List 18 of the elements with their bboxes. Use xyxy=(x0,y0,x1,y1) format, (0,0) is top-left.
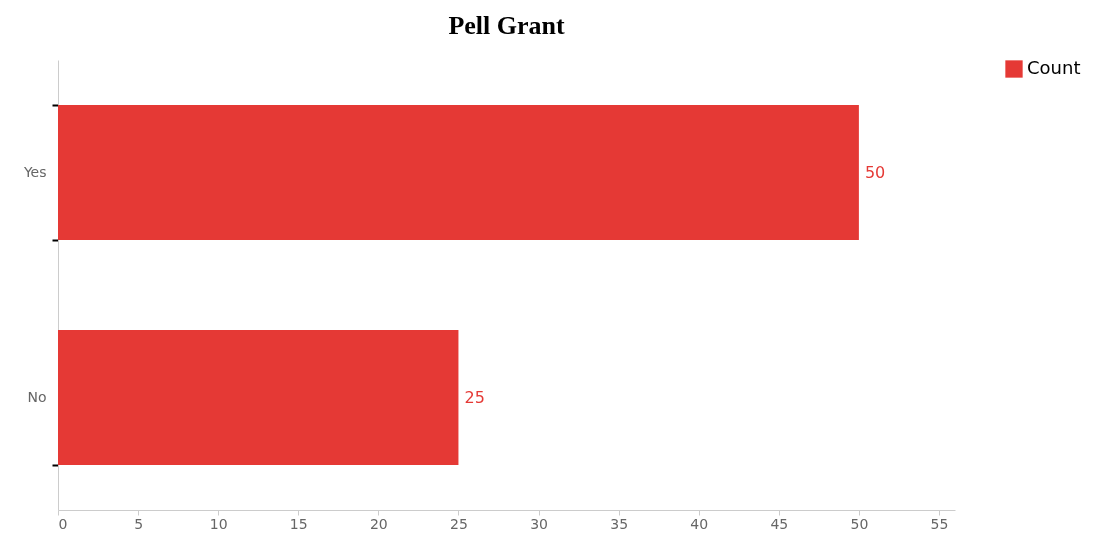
legend-label: Count xyxy=(1027,57,1081,78)
y-tick-label: Yes xyxy=(22,164,47,180)
x-tick-label: 55 xyxy=(930,515,949,532)
x-tick-label: 5 xyxy=(134,515,144,532)
x-tick-label: 50 xyxy=(850,515,869,532)
x-tick-label: 25 xyxy=(450,515,468,532)
chart-title: Pell Grant xyxy=(448,11,565,40)
x-tick-label: 0 xyxy=(58,515,68,532)
x-tick-label: 35 xyxy=(610,515,629,532)
x-tick-label: 10 xyxy=(209,515,228,532)
x-tick-label: 40 xyxy=(690,515,709,532)
y-tick-label: No xyxy=(27,389,47,405)
x-tick-label: 30 xyxy=(530,515,548,532)
data-label: 25 xyxy=(464,387,485,407)
data-label: 50 xyxy=(864,162,886,182)
x-tick-label: 15 xyxy=(289,515,308,532)
x-tick-label: 45 xyxy=(770,515,789,532)
x-tick-label: 20 xyxy=(369,515,388,532)
